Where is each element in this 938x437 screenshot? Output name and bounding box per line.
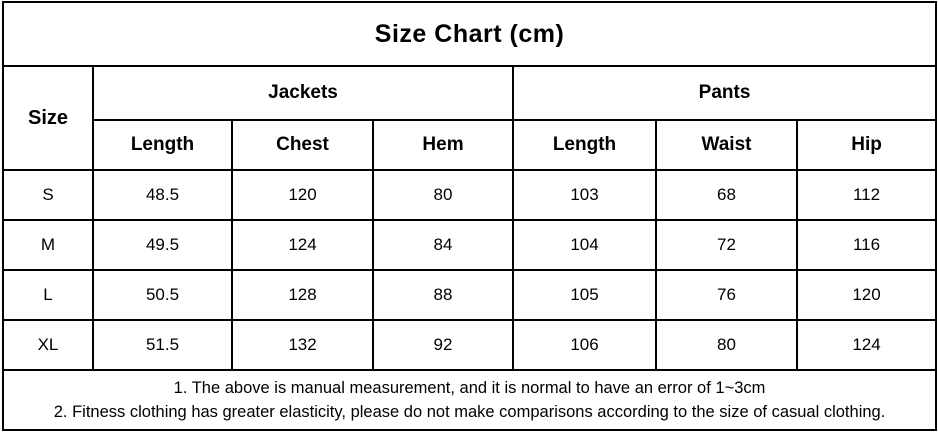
measurement-cell: 120 — [795, 269, 938, 321]
column-header-jackets-hem: Hem — [372, 119, 514, 171]
measurement-cell: 84 — [372, 219, 514, 271]
column-header-pants-hip: Hip — [795, 119, 938, 171]
table-row-l: L 50.5 128 88 105 76 120 — [2, 269, 938, 321]
measurement-cell: 80 — [372, 169, 514, 221]
size-cell: M — [2, 219, 94, 271]
measurement-cell: 124 — [795, 319, 938, 371]
jackets-group-header: Jackets — [92, 65, 514, 121]
notes-row: 1. The above is manual measurement, and … — [1, 369, 938, 431]
measurement-cell: 124 — [231, 219, 374, 271]
table-row-s: S 48.5 120 80 103 68 112 — [2, 169, 938, 221]
column-header-jackets-chest: Chest — [231, 119, 374, 171]
notes-cell: 1. The above is manual measurement, and … — [1, 369, 938, 431]
measurement-cell: 116 — [795, 219, 938, 271]
size-cell: L — [2, 269, 94, 321]
measurement-cell: 51.5 — [92, 319, 233, 371]
table-row-m: M 49.5 124 84 104 72 116 — [2, 219, 938, 271]
measurement-cell: 128 — [231, 269, 374, 321]
measurement-cell: 112 — [795, 169, 938, 221]
measurement-cell: 105 — [512, 269, 657, 321]
sub-header-row: Length Chest Hem Length Waist Hip — [3, 119, 938, 171]
measurement-cell: 103 — [512, 169, 657, 221]
measurement-cell: 72 — [655, 219, 798, 271]
measurement-cell: 76 — [655, 269, 798, 321]
group-header-row: Size Jackets Pants — [2, 65, 938, 171]
size-column-header: Size — [2, 65, 94, 171]
measurement-cell: 80 — [655, 319, 798, 371]
table-row-xl: XL 51.5 132 92 106 80 124 — [2, 319, 938, 371]
column-header-jackets-length: Length — [92, 119, 233, 171]
page-title: Size Chart (cm) — [1, 1, 938, 67]
column-header-pants-waist: Waist — [655, 119, 798, 171]
size-cell: XL — [2, 319, 94, 371]
measurement-cell: 132 — [231, 319, 374, 371]
note-line-1: 1. The above is manual measurement, and … — [173, 379, 766, 397]
measurement-cell: 68 — [655, 169, 798, 221]
size-cell: S — [2, 169, 94, 221]
measurement-cell: 106 — [512, 319, 657, 371]
title-row: Size Chart (cm) — [1, 1, 938, 67]
measurement-cell: 48.5 — [92, 169, 233, 221]
measurement-cell: 88 — [372, 269, 514, 321]
measurement-cell: 50.5 — [92, 269, 233, 321]
column-header-pants-length: Length — [512, 119, 657, 171]
note-line-2: 2. Fitness clothing has greater elastici… — [53, 403, 886, 421]
measurement-cell: 120 — [231, 169, 374, 221]
pants-group-header: Pants — [511, 65, 938, 121]
measurement-cell: 49.5 — [92, 219, 233, 271]
measurement-cell: 92 — [372, 319, 514, 371]
measurement-cell: 104 — [512, 219, 657, 271]
